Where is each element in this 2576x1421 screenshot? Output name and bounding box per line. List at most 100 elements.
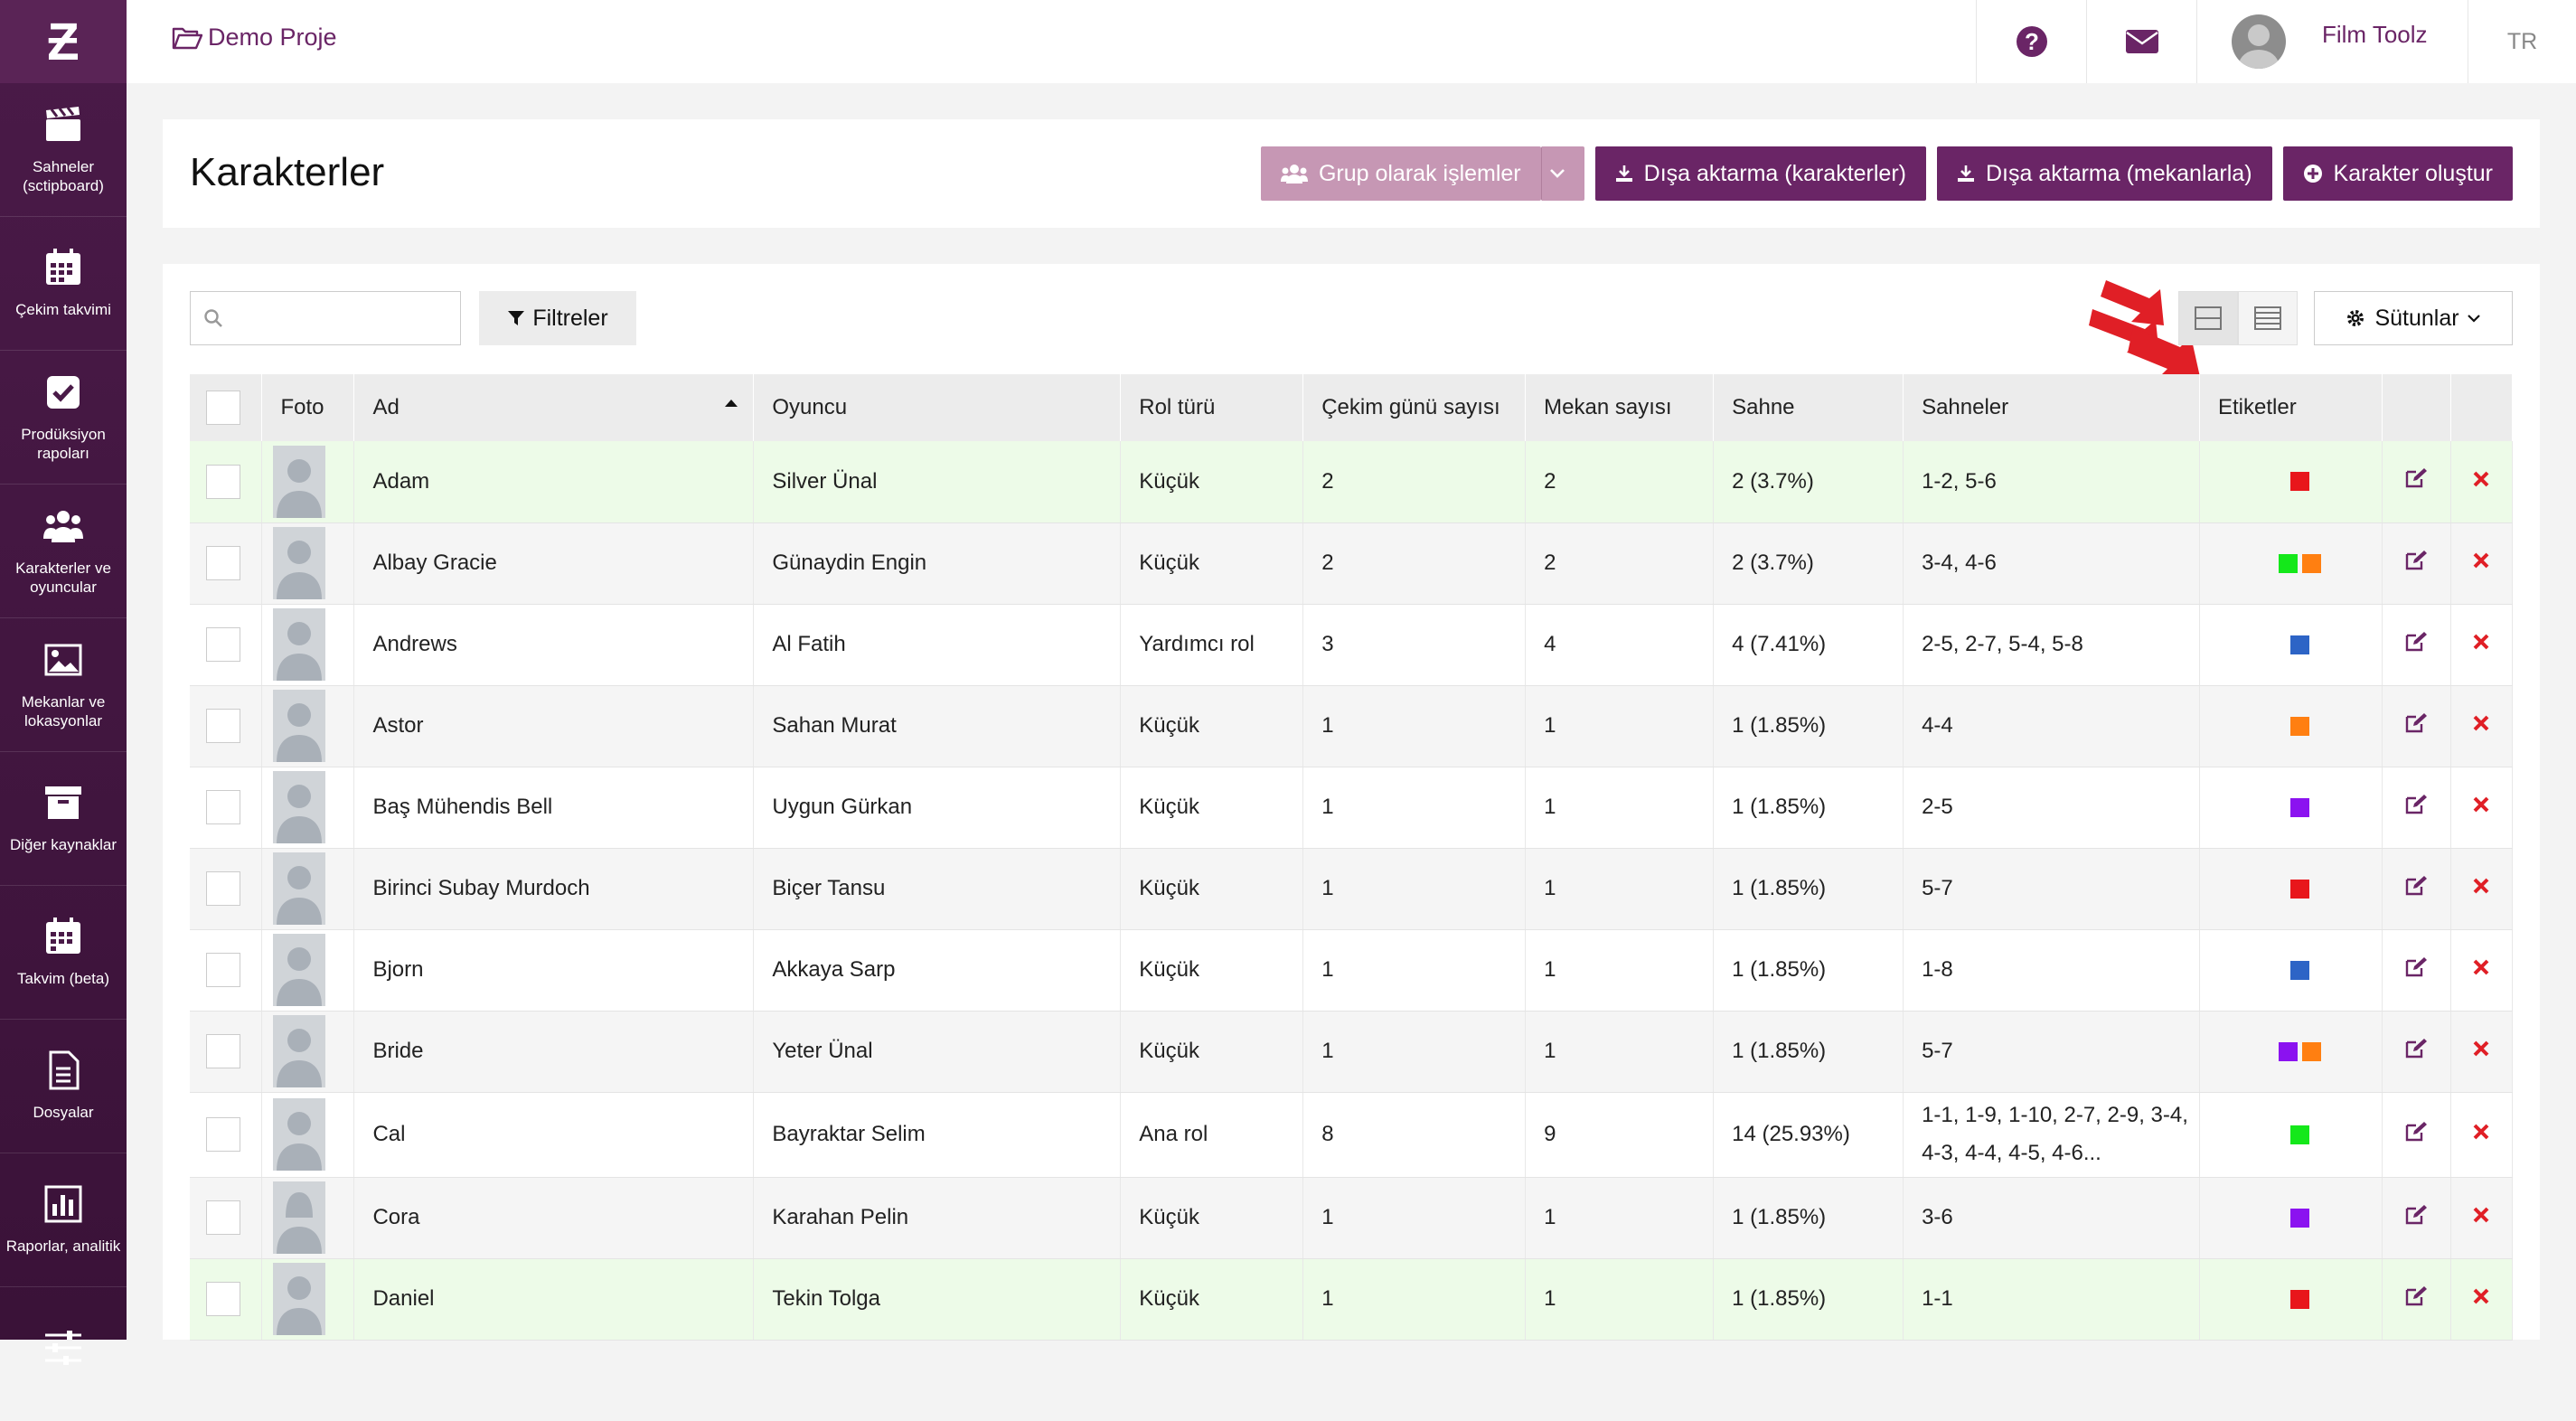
view-list-toggle[interactable]	[2238, 291, 2298, 345]
nav-item-image[interactable]: Mekanlar ve lokasyonlar	[0, 618, 127, 752]
table-row[interactable]: Bjorn Akkaya Sarp Küçük 1 1 1 (1.85%) 1-8	[190, 929, 2514, 1012]
delete-button[interactable]	[2450, 1258, 2514, 1341]
row-checkbox[interactable]	[206, 871, 240, 906]
character-photo[interactable]	[273, 771, 326, 843]
table-row[interactable]: Andrews Al Fatih Yardımcı rol 3 4 4 (7.41%) 2-…	[190, 604, 2514, 686]
nav-item-calendar[interactable]: Çekim takvimi	[0, 217, 127, 351]
nav-item-sliders[interactable]	[0, 1287, 127, 1421]
col-name[interactable]: Ad	[353, 374, 755, 441]
search-input[interactable]	[232, 306, 449, 331]
select-all-checkbox[interactable]	[206, 391, 240, 425]
columns-button[interactable]: Sütunlar	[2314, 291, 2513, 345]
row-checkbox[interactable]	[206, 1034, 240, 1068]
col-role[interactable]: Rol türü	[1120, 374, 1304, 441]
character-photo[interactable]	[273, 445, 326, 518]
messages-button[interactable]	[2086, 0, 2196, 83]
name-cell[interactable]: Adam	[353, 441, 755, 523]
delete-button[interactable]	[2450, 685, 2514, 767]
search-box[interactable]	[190, 291, 461, 345]
group-actions-button[interactable]: Grup olarak işlemler	[1260, 146, 1541, 201]
nav-item-file[interactable]: Dosyalar	[0, 1020, 127, 1153]
group-actions-dropdown[interactable]	[1540, 146, 1584, 201]
character-photo[interactable]	[273, 1015, 326, 1087]
character-photo[interactable]	[273, 690, 326, 762]
row-checkbox[interactable]	[206, 1117, 240, 1152]
table-row[interactable]: Albay Gracie Günaydin Engin Küçük 2 2 2 (3.7%…	[190, 522, 2514, 605]
edit-button[interactable]	[2382, 604, 2451, 686]
delete-button[interactable]	[2450, 848, 2514, 930]
edit-button[interactable]	[2382, 1092, 2451, 1178]
app-logo[interactable]: Ƶ	[0, 0, 127, 83]
delete-button[interactable]	[2450, 522, 2514, 605]
delete-button[interactable]	[2450, 1092, 2514, 1178]
delete-button[interactable]	[2450, 929, 2514, 1012]
name-cell[interactable]: Birinci Subay Murdoch	[353, 848, 755, 930]
name-cell[interactable]: Cora	[353, 1177, 755, 1259]
row-checkbox[interactable]	[206, 1282, 240, 1316]
edit-button[interactable]	[2382, 848, 2451, 930]
edit-button[interactable]	[2382, 1258, 2451, 1341]
col-scene[interactable]: Sahne	[1713, 374, 1904, 441]
character-photo[interactable]	[273, 608, 326, 681]
delete-button[interactable]	[2450, 1011, 2514, 1093]
nav-item-archive[interactable]: Diğer kaynaklar	[0, 752, 127, 886]
filters-button[interactable]: Filtreler	[479, 291, 636, 345]
character-photo[interactable]	[273, 1181, 326, 1254]
name-cell[interactable]: Bjorn	[353, 929, 755, 1012]
row-checkbox[interactable]	[206, 709, 240, 743]
character-photo[interactable]	[273, 1263, 326, 1335]
table-row[interactable]: Cora Karahan Pelin Küçük 1 1 1 (1.85%) 3-6	[190, 1177, 2514, 1259]
character-photo[interactable]	[273, 934, 326, 1006]
name-cell[interactable]: Daniel	[353, 1258, 755, 1341]
col-locations[interactable]: Mekan sayısı	[1525, 374, 1715, 441]
table-row[interactable]: Bride Yeter Ünal Küçük 1 1 1 (1.85%) 5-7	[190, 1011, 2514, 1093]
nav-item-checkbox[interactable]: Prodüksiyon rapoları	[0, 351, 127, 485]
edit-button[interactable]	[2382, 767, 2451, 849]
edit-button[interactable]	[2382, 441, 2451, 523]
name-cell[interactable]: Astor	[353, 685, 755, 767]
nav-item-users[interactable]: Karakterler ve oyuncular	[0, 485, 127, 618]
name-cell[interactable]: Bride	[353, 1011, 755, 1093]
name-cell[interactable]: Cal	[353, 1092, 755, 1178]
delete-button[interactable]	[2450, 604, 2514, 686]
help-button[interactable]: ?	[1976, 0, 2086, 83]
delete-button[interactable]	[2450, 767, 2514, 849]
table-row[interactable]: Birinci Subay Murdoch Biçer Tansu Küçük 1 1 1…	[190, 848, 2514, 930]
edit-button[interactable]	[2382, 522, 2451, 605]
table-row[interactable]: Daniel Tekin Tolga Küçük 1 1 1 (1.85%) 1-1	[190, 1258, 2514, 1341]
character-photo[interactable]	[273, 527, 326, 599]
export-locations-button[interactable]: Dışa aktarma (mekanlarla)	[1937, 146, 2272, 201]
col-tags[interactable]: Etiketler	[2199, 374, 2383, 441]
character-photo[interactable]	[273, 852, 326, 925]
create-character-button[interactable]: Karakter oluştur	[2282, 146, 2513, 201]
delete-button[interactable]	[2450, 441, 2514, 523]
edit-button[interactable]	[2382, 929, 2451, 1012]
table-row[interactable]: Astor Sahan Murat Küçük 1 1 1 (1.85%) 4-4	[190, 685, 2514, 767]
nav-item-bar-chart[interactable]: Raporlar, analitik	[0, 1153, 127, 1287]
user-menu[interactable]: Film Toolz	[2196, 0, 2468, 83]
col-actor[interactable]: Oyuncu	[753, 374, 1122, 441]
edit-button[interactable]	[2382, 685, 2451, 767]
name-cell[interactable]: Baş Mühendis Bell	[353, 767, 755, 849]
character-photo[interactable]	[273, 1098, 326, 1171]
row-checkbox[interactable]	[206, 953, 240, 987]
row-checkbox[interactable]	[206, 627, 240, 662]
name-cell[interactable]: Andrews	[353, 604, 755, 686]
table-row[interactable]: Cal Bayraktar Selim Ana rol 8 9 14 (25.93%) 1-…	[190, 1092, 2514, 1178]
nav-item-clapperboard[interactable]: Sahneler (sctipboard)	[0, 83, 127, 217]
row-checkbox[interactable]	[206, 1200, 240, 1235]
row-checkbox[interactable]	[206, 546, 240, 580]
edit-button[interactable]	[2382, 1177, 2451, 1259]
view-compact-toggle[interactable]	[2178, 291, 2238, 345]
export-characters-button[interactable]: Dışa aktarma (karakterler)	[1594, 146, 1926, 201]
row-checkbox[interactable]	[206, 790, 240, 824]
col-scenes[interactable]: Sahneler	[1903, 374, 2200, 441]
col-days[interactable]: Çekim günü sayısı	[1302, 374, 1527, 441]
row-checkbox[interactable]	[206, 464, 240, 499]
table-row[interactable]: Baş Mühendis Bell Uygun Gürkan Küçük 1 1 1 (1…	[190, 767, 2514, 849]
language-switch[interactable]: TR	[2468, 0, 2576, 83]
edit-button[interactable]	[2382, 1011, 2451, 1093]
nav-item-calendar-beta[interactable]: Takvim (beta)	[0, 886, 127, 1020]
project-link[interactable]: Demo Proje	[172, 24, 337, 52]
name-cell[interactable]: Albay Gracie	[353, 522, 755, 605]
